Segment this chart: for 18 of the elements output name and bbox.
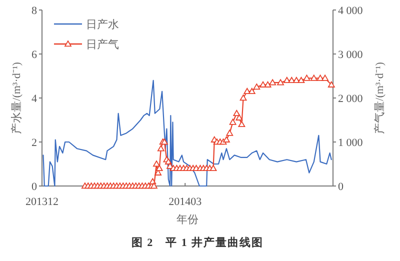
y-tick-label: 8 <box>32 5 38 17</box>
x-tick-label: 201312 <box>26 196 58 208</box>
y2-tick-label: 3 000 <box>338 49 364 61</box>
x-tick-label: 201403 <box>168 196 202 208</box>
y2-tick-label: 4 000 <box>338 5 364 17</box>
caption: 图 2 平 1 井产量曲线图 <box>131 236 264 249</box>
y2-tick-label: 0 <box>338 181 344 193</box>
y2-axis-title: 产气量/(m³·d⁻¹) <box>373 62 386 134</box>
y2-tick-label: 1 000 <box>338 137 364 149</box>
x-axis-title: 年份 <box>176 214 198 226</box>
y-tick-label: 2 <box>32 137 37 149</box>
y-tick-label: 4 <box>32 93 38 105</box>
y2-tick-label: 2 000 <box>338 93 364 105</box>
y-tick-label: 6 <box>32 49 38 61</box>
y-axis-title: 产水量/(m³·d⁻¹) <box>10 62 23 134</box>
y-tick-label: 0 <box>32 181 38 193</box>
legend-label: 日产水 <box>86 18 119 31</box>
legend-label: 日产气 <box>86 38 119 51</box>
